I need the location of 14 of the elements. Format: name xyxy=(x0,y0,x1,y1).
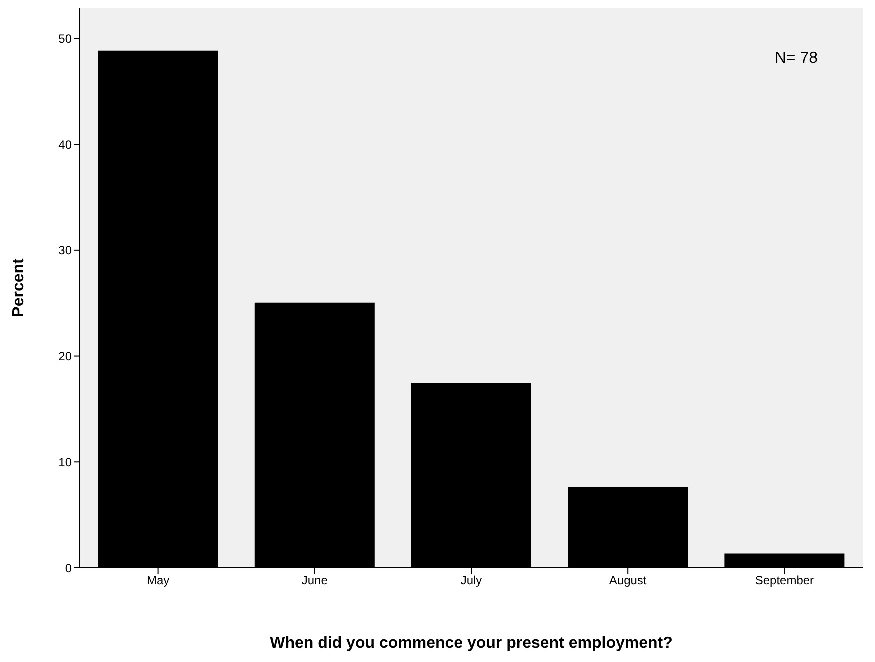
y-tick-label: 10 xyxy=(58,455,72,470)
y-axis-title: Percent xyxy=(10,258,28,318)
y-tick-label: 30 xyxy=(58,244,72,258)
x-tick-label: June xyxy=(302,574,328,588)
x-tick-label: September xyxy=(755,574,814,588)
x-axis-title: When did you commence your present employment? xyxy=(270,635,673,652)
y-tick-label: 50 xyxy=(58,32,72,46)
note: N= 78 xyxy=(774,50,818,68)
y-tick-label: 0 xyxy=(65,561,72,576)
x-tick-label: May xyxy=(146,574,170,588)
y-tick-label: 40 xyxy=(58,138,72,152)
x-tick-label: August xyxy=(609,574,648,588)
x-tick-label: July xyxy=(460,574,482,588)
y-tick-label: 20 xyxy=(58,350,72,364)
